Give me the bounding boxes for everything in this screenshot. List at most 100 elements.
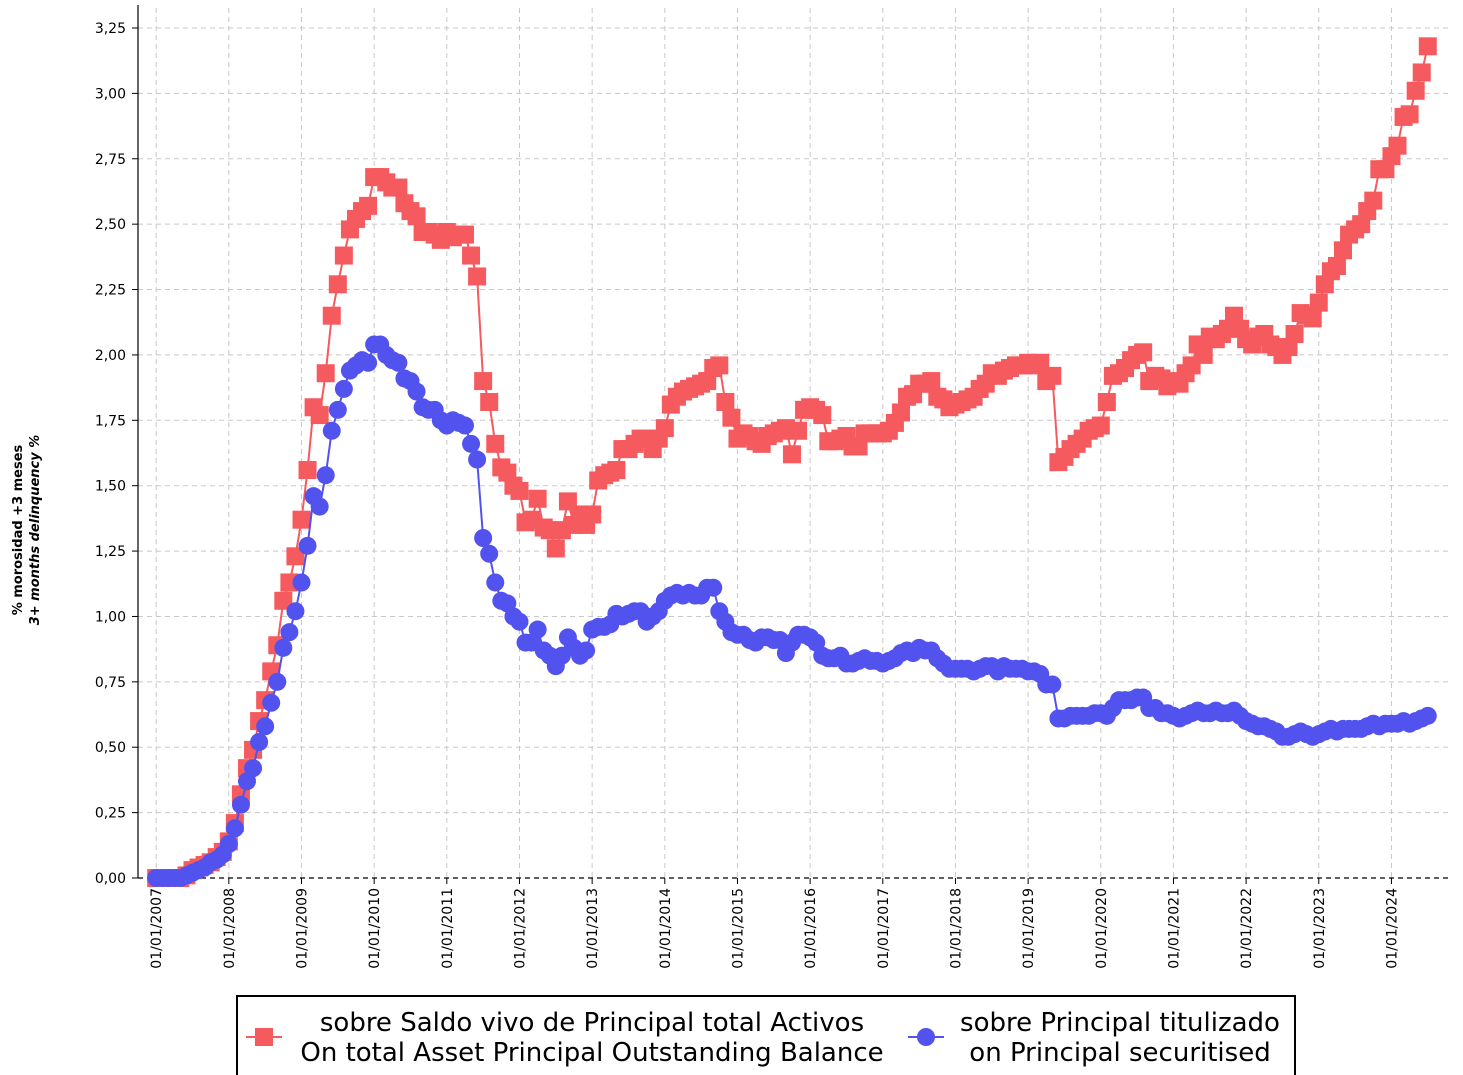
data-point [583,505,602,524]
data-point [244,759,263,778]
data-point [1412,63,1431,82]
data-point [1043,366,1062,385]
data-point [359,353,378,372]
data-point [480,544,499,563]
data-point [262,693,281,712]
data-point [1134,343,1153,362]
x-tick-label: 01/01/2010 [367,888,383,969]
x-tick-label: 01/01/2009 [294,888,310,969]
data-point [292,510,311,529]
x-tick-label: 01/01/2016 [803,888,819,969]
y-tick-label: 0,75 [95,675,126,691]
data-point [1097,393,1116,411]
data-point [231,795,250,814]
legend-label: sobre Saldo vivo de Principal total Acti… [300,1008,883,1068]
data-point [1309,293,1328,312]
data-point [1091,416,1110,435]
data-point [328,400,347,419]
data-point [298,461,317,479]
data-point [480,393,499,411]
data-point [225,819,244,838]
y-tick-label: 1,25 [95,544,126,560]
data-point [1418,37,1437,56]
data-point [328,275,347,294]
data-point [407,382,426,401]
y-tick-label: 1,00 [95,609,126,625]
data-point [510,481,529,500]
legend-box [236,995,1296,1075]
data-point [462,434,481,453]
data-point [359,196,378,215]
data-point [298,536,317,555]
data-point [486,573,505,592]
data-point [455,225,474,244]
legend-label: sobre Principal titulizado on Principal s… [960,1008,1280,1068]
data-point [1334,241,1353,260]
data-point [510,612,529,631]
data-point [292,573,311,592]
data-point [922,372,941,391]
x-tick-label: 01/01/2021 [1166,888,1182,969]
data-point [268,672,287,691]
data-point [716,393,735,411]
data-point [219,835,238,853]
data-point [316,364,335,383]
data-point [1418,706,1437,725]
data-point [813,406,832,425]
y-tick-label: 2,75 [95,152,126,168]
data-point [528,489,547,508]
y-tick-label: 3,00 [95,86,126,102]
y-tick-label: 3,25 [95,21,126,37]
data-point [322,421,341,440]
y-tick-label: 2,50 [95,217,126,233]
data-point [710,356,729,375]
data-point [1388,136,1407,155]
data-point [789,421,808,440]
data-point [722,408,741,427]
data-point [474,372,493,391]
x-tick-label: 01/01/2017 [876,888,892,969]
data-point [528,620,547,639]
data-point [891,403,910,422]
data-point [607,461,626,479]
data-point [286,547,305,566]
data-point [455,416,474,435]
y-tick-label: 0,00 [95,871,126,887]
x-tick-label: 01/01/2019 [1021,888,1037,969]
legend-marker [917,1028,935,1046]
data-point [322,306,341,325]
y-axis-label: % morosidad +3 meses [11,444,26,615]
data-point [280,623,299,642]
data-point [334,379,353,398]
data-point [468,450,487,469]
y-tick-label: 2,25 [95,283,126,299]
x-tick-label: 01/01/2014 [658,888,674,969]
data-point [1194,345,1213,364]
data-point [1364,191,1383,210]
data-point [468,267,487,286]
x-tick-label: 01/01/2015 [730,888,746,969]
data-point [1327,257,1346,275]
data-point [1406,81,1425,100]
x-tick-label: 01/01/2022 [1239,888,1255,969]
data-point [577,641,596,660]
data-point [274,638,293,657]
y-tick-label: 0,50 [95,740,126,756]
data-point [1303,309,1322,328]
x-tick-label: 01/01/2023 [1312,888,1328,969]
data-point [250,733,269,751]
data-point [655,419,674,438]
y-axis-label: 3+ months delinquency % [28,435,43,626]
data-point [310,406,329,425]
x-tick-label: 01/01/2018 [948,888,964,969]
data-point [256,717,275,736]
data-point [334,246,353,265]
y-tick-label: 1,50 [95,479,126,495]
legend: sobre Saldo vivo de Principal total Acti… [236,995,1296,1075]
x-tick-label: 01/01/2008 [222,888,238,969]
data-point [1285,325,1304,343]
data-point [782,445,801,464]
data-point [704,578,723,597]
x-tick-label: 01/01/2020 [1094,888,1110,969]
